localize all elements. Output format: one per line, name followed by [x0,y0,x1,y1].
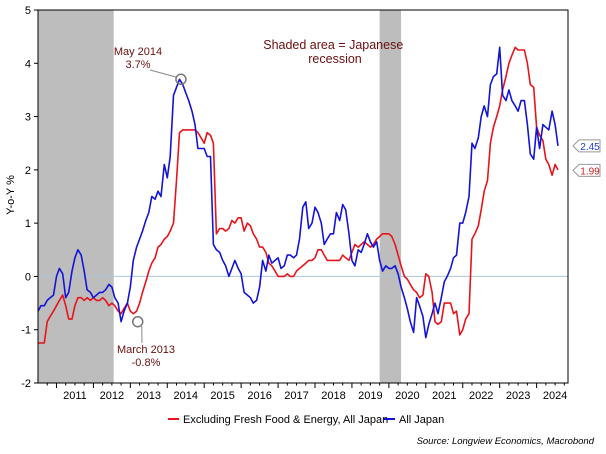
annotations: May 2014 3.7% March 2013 -0.8% [114,46,187,369]
annotation-marker-may-2014 [175,73,187,86]
plot-frame [37,9,569,384]
y-tick-label: 3 [25,112,31,124]
x-tick-label: 2023 [506,390,530,402]
x-tick-label: 2012 [100,390,124,402]
y-tick-label: 1 [25,218,31,230]
shaded-note-line-1: Shaded area = Japanese [263,38,403,52]
x-tick-label: 2015 [210,390,234,402]
x-tick-label: 2013 [137,390,161,402]
end-label-value-2: 1.99 [580,166,600,177]
x-tick-label: 2011 [63,390,87,402]
y-axis: -2 -1 0 1 2 3 4 5 [21,5,38,390]
x-tick-label: 2019 [358,390,382,402]
y-tick-label: -1 [21,325,31,337]
x-tick-label: 2022 [469,390,493,402]
shaded-area-note: Shaded area = Japanese recession [263,38,407,66]
x-tick-label: 2014 [173,390,197,402]
x-axis: 2011 2012 2013 2014 2015 2016 2017 2018 2019 2020… [46,383,567,402]
y-tick-label: -2 [21,378,31,390]
x-tick-label: 2016 [247,390,271,402]
annotation-label-march-2013: March 2013 [117,344,175,356]
series-line-core [38,46,559,344]
end-label-value-1: 2.45 [580,142,600,153]
annotation-marker-march-2013 [131,315,144,328]
y-tick-label: 0 [25,271,31,283]
annotation-value-may-2014: 3.7% [125,59,150,71]
y-axis-label: Y-o-Y % [5,175,17,215]
annotation-label-may-2014: May 2014 [114,46,162,58]
x-tick-label: 2020 [395,390,419,402]
recession-shading [38,10,402,383]
recession-band-2 [379,10,402,383]
annotation-value-march-2013: -0.8% [132,357,161,369]
end-label-box-2 [572,163,601,177]
y-tick-label: 5 [25,5,31,17]
x-tick-label: 2018 [321,390,345,402]
source-note: Source: Longview Economics, Macrobond [417,436,595,447]
series-line-all-japan [37,46,559,339]
y-tick-label: 4 [25,58,31,70]
y-tick-label: 2 [25,165,31,177]
legend-label-all: All Japan [399,414,444,426]
legend-label-core: Excluding Fresh Food & Energy, All Japan [183,414,388,426]
x-tick-label: 2017 [284,390,308,402]
end-label-box-1 [572,139,601,153]
legend: Excluding Fresh Food & Energy, All Japan… [168,414,444,426]
recession-band-1 [38,10,114,383]
x-tick-label: 2021 [432,390,456,402]
shaded-note-line-2: recession [308,52,362,66]
end-value-labels: 2.45 1.99 [572,139,601,177]
series-lines [37,46,559,344]
x-tick-label: 2024 [543,390,567,402]
annotation-leader-may-2014 [149,69,178,78]
